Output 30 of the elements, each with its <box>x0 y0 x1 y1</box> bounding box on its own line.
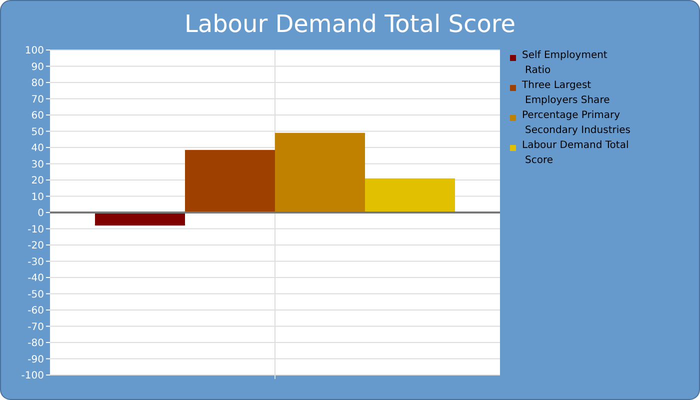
legend-label: Self Employment Ratio <box>522 50 608 76</box>
y-tick-label: -50 <box>28 289 44 300</box>
y-tick-label: 20 <box>31 176 44 186</box>
y-tick-label: 30 <box>31 159 44 170</box>
y-tick-label: 70 <box>31 94 44 106</box>
y-tick-label: 90 <box>31 62 44 73</box>
y-tick-label: 40 <box>31 143 44 154</box>
y-tick-label: 0 <box>38 208 44 219</box>
y-tick-label: -90 <box>28 354 44 366</box>
y-tick-label: -100 <box>21 370 44 382</box>
y-tick-label: -80 <box>28 338 44 349</box>
y-tick-label: -10 <box>28 224 44 236</box>
y-tick-label: -30 <box>28 256 44 268</box>
y-tick-label: 10 <box>31 192 44 203</box>
y-tick-label: 80 <box>31 78 44 89</box>
y-tick-label: -70 <box>28 322 44 333</box>
bar <box>95 212 185 226</box>
y-tick-label: 50 <box>31 126 44 138</box>
chart-title: Labour Demand Total Score <box>184 10 516 38</box>
bar <box>365 178 455 212</box>
bar <box>275 132 365 212</box>
y-tick-label: -60 <box>28 306 44 316</box>
y-tick-label: -20 <box>28 240 44 252</box>
y-tick-label: 100 <box>24 46 44 56</box>
legend-label: Three Largest Employers Share <box>521 80 610 106</box>
legend-label: Percentage Primary Secondary Industries <box>522 110 630 136</box>
y-tick-label: 60 <box>31 110 44 122</box>
y-tick-label: -40 <box>28 273 44 284</box>
legend-label: Labour Demand Total Score <box>522 140 629 166</box>
bar <box>185 150 275 212</box>
